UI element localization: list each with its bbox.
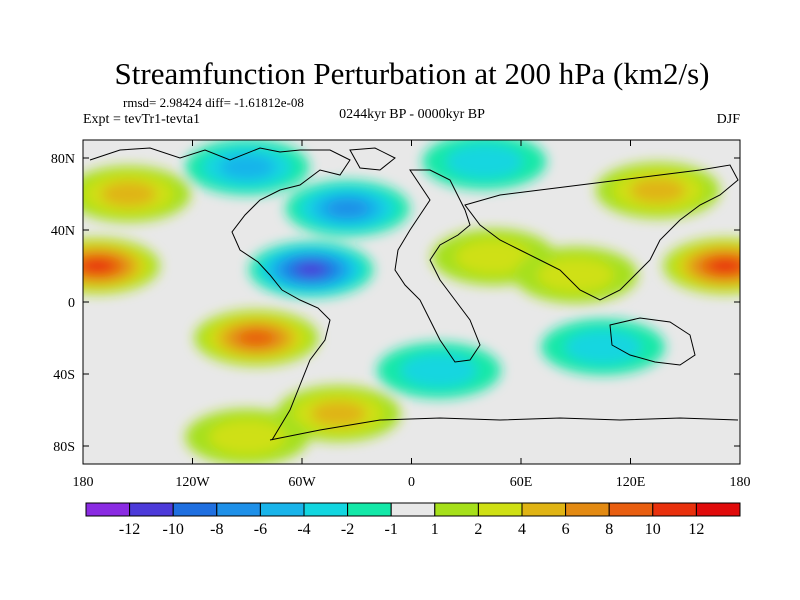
coastline-asia (464, 164, 739, 301)
colorbar-box (565, 502, 610, 517)
y-axis: 80N 40N 0 40S 80S (51, 152, 740, 455)
experiment-label: Expt = tevTr1-tevta1 (83, 112, 200, 127)
y-tick-label: 40N (51, 224, 75, 239)
colorbar-label: 10 (645, 521, 661, 538)
x-tick-label: 180 (73, 475, 94, 490)
colorbar-label: -10 (163, 521, 184, 538)
x-tick-label: 60E (510, 475, 533, 490)
colorbar-label: 12 (688, 521, 704, 538)
colorbar-label: -6 (254, 521, 267, 538)
x-tick-label: 120E (616, 475, 646, 490)
field-positive-south-atlantic (276, 385, 401, 442)
field-positive-north-asia (595, 162, 720, 219)
colorbar-box (216, 502, 261, 517)
colorbar-label: -8 (210, 521, 223, 538)
y-tick-label: 80N (51, 152, 75, 167)
colorbar: -12 -10 -8 -6 -4 -2 -1 1 2 4 6 8 10 12 (85, 502, 741, 538)
stats-label: rmsd= 2.98424 diff= -1.61812e-08 (123, 95, 304, 110)
colorbar-box (521, 502, 567, 517)
field-negative-south-indian-ocean (541, 319, 666, 375)
period-label: 0244kyr BP - 0000kyr BP (339, 107, 485, 122)
contour-negative-south-indian-ocean-1 (564, 329, 642, 365)
coastline-australia (609, 317, 696, 366)
colorbar-box (695, 502, 741, 517)
contour-positive-south-atlantic-2 (310, 401, 367, 427)
field-negative-arctic-canada (185, 140, 310, 195)
field-positive-indian-ocean (513, 247, 638, 303)
season-label: DJF (717, 112, 741, 127)
colorbar-label: -1 (385, 521, 398, 538)
colorbar-label: -12 (119, 521, 140, 538)
field-negative-tropical-americas-min (249, 241, 374, 298)
contour-negative-south-atlantic-1 (400, 353, 478, 388)
colorbar-label: -2 (341, 521, 354, 538)
colorbar-box (652, 502, 697, 517)
colorbar-box (259, 502, 305, 517)
colorbar-box (608, 502, 654, 517)
colorbar-label: 4 (518, 521, 526, 538)
field-positive-east-pacific-max (83, 238, 160, 294)
field-positive-west-pacific-max (663, 238, 740, 294)
colorbar-box (129, 502, 174, 517)
contour-positive-north-asia-2 (630, 177, 686, 203)
colorbar-label: 8 (605, 521, 613, 538)
colorbar-box (434, 502, 479, 517)
contour-negative-north-atlantic-3 (326, 198, 370, 219)
colorbar-box (477, 502, 523, 517)
contour-negative-arctic-canada-2 (219, 154, 275, 180)
colorbar-label: 1 (431, 521, 439, 538)
field-positive-south-pacific-max (194, 310, 319, 366)
colorbar-box (347, 502, 392, 517)
x-tick-label: 120W (175, 475, 210, 490)
contour-positive-south-pacific-max-4 (238, 330, 275, 346)
contour-positive-indian-ocean-1 (537, 257, 614, 293)
coastline-north-america (89, 147, 351, 291)
contour-positive-southern-ocean-1 (209, 419, 286, 455)
y-tick-label: 0 (68, 296, 75, 311)
contour-negative-arctic-europe-1 (446, 144, 523, 179)
contour-positive-east-pacific-max-5 (83, 259, 113, 273)
contour-negative-tropical-americas-min-5 (296, 262, 327, 277)
colorbar-box (390, 502, 436, 517)
coastline-antarctica (269, 417, 739, 441)
contour-positive-north-pacific-2 (101, 181, 157, 207)
coastlines (89, 147, 739, 441)
colorbar-box (172, 502, 218, 517)
coastline-south-america (271, 289, 331, 441)
contour-positive-arabia-1 (455, 239, 532, 275)
field-negative-arctic-europe (422, 140, 547, 190)
contour-fields (83, 140, 740, 464)
y-tick-label: 40S (53, 368, 75, 383)
colorbar-label: 6 (562, 521, 570, 538)
contour-positive-west-pacific-max-5 (710, 259, 740, 273)
coastline-europe-africa (394, 169, 481, 363)
y-tick-label: 80S (53, 440, 75, 455)
field-negative-south-atlantic (376, 342, 501, 399)
x-axis: 180 120W 60W 0 60E 120E 180 (73, 140, 751, 490)
colorbar-label: -4 (297, 521, 310, 538)
colorbar-box (303, 502, 349, 517)
x-tick-label: 180 (730, 475, 751, 490)
chart-title: Streamfunction Perturbation at 200 hPa (… (115, 56, 710, 91)
field-negative-north-atlantic (285, 180, 410, 237)
x-tick-label: 60W (288, 475, 316, 490)
colorbar-box (85, 502, 131, 517)
x-tick-label: 0 (408, 475, 415, 490)
colorbar-label: 2 (474, 521, 482, 538)
field-positive-north-pacific (83, 166, 191, 222)
field-positive-southern-ocean (185, 409, 310, 464)
coastline-greenland (349, 147, 396, 171)
map-area (83, 140, 740, 464)
